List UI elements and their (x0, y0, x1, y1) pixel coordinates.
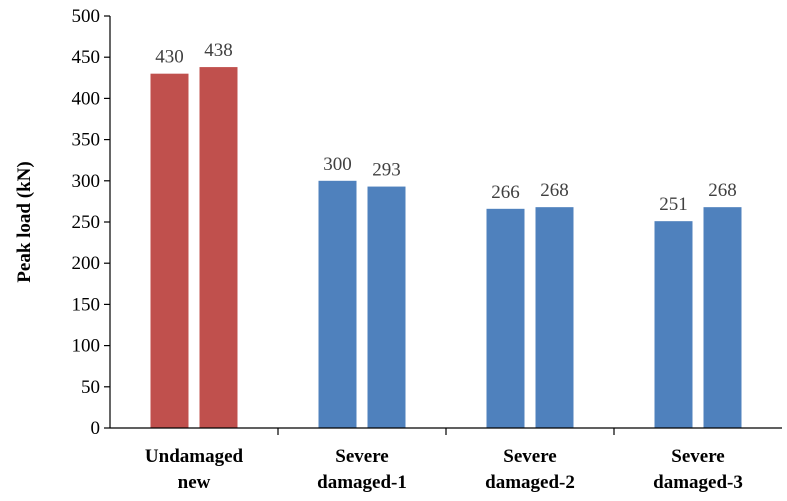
x-category-label: damaged-2 (485, 472, 575, 493)
bar (199, 67, 238, 428)
y-axis-title: Peak load (kN) (14, 161, 35, 282)
y-tick-label: 300 (72, 171, 101, 192)
y-tick-label: 500 (72, 6, 101, 27)
y-tick-label: 450 (72, 47, 101, 68)
data-label: 300 (323, 154, 352, 175)
x-category-label: damaged-1 (317, 472, 407, 493)
y-tick-label: 200 (72, 253, 101, 274)
data-label: 268 (708, 180, 737, 201)
data-label: 293 (372, 160, 401, 181)
y-tick-label: 100 (72, 336, 101, 357)
data-label: 266 (491, 182, 520, 203)
data-label: 438 (204, 40, 233, 61)
y-tick-label: 350 (72, 130, 101, 151)
y-axis-ticks: 0 50 100 150 200 250 300 350 400 450 500 (72, 6, 110, 439)
bar (703, 207, 742, 428)
x-axis-categories: Undamaged new Severe damaged-1 Severe damaged… (145, 428, 743, 493)
bar (486, 208, 525, 428)
data-label: 251 (659, 194, 688, 215)
bar (367, 186, 406, 428)
y-tick-label: 250 (72, 212, 101, 233)
bar (318, 180, 357, 428)
x-category-label: Severe (671, 446, 724, 467)
x-category-label: new (178, 472, 211, 493)
x-category-label: Undamaged (145, 446, 244, 467)
data-label: 430 (155, 47, 184, 68)
y-tick-label: 400 (72, 88, 101, 109)
bar (150, 73, 189, 429)
y-tick-label: 50 (81, 377, 100, 398)
x-category-label: Severe (335, 446, 388, 467)
y-tick-label: 0 (91, 418, 101, 439)
y-tick-label: 150 (72, 294, 101, 315)
x-category-label: Severe (503, 446, 556, 467)
bars (150, 67, 742, 429)
bar (654, 221, 693, 428)
x-category-label: damaged-3 (653, 472, 743, 493)
data-labels: 430 438 300 293 266 268 251 268 (155, 40, 737, 215)
bar (535, 207, 574, 428)
data-label: 268 (540, 180, 569, 201)
